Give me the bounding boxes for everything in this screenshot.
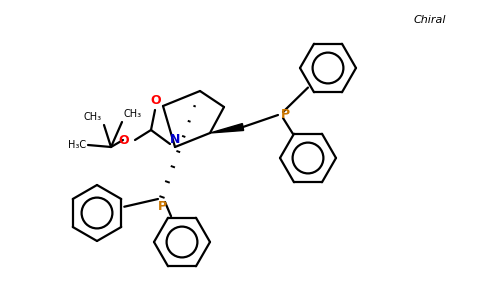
Text: P: P [157, 200, 166, 213]
Text: O: O [119, 134, 129, 146]
Polygon shape [210, 124, 243, 133]
Text: H₃C: H₃C [68, 140, 86, 150]
Text: N: N [170, 133, 180, 146]
Text: O: O [151, 94, 161, 107]
Text: CH₃: CH₃ [124, 109, 142, 119]
Text: Chiral: Chiral [414, 15, 446, 25]
Text: P: P [281, 109, 290, 122]
Text: CH₃: CH₃ [84, 112, 102, 122]
